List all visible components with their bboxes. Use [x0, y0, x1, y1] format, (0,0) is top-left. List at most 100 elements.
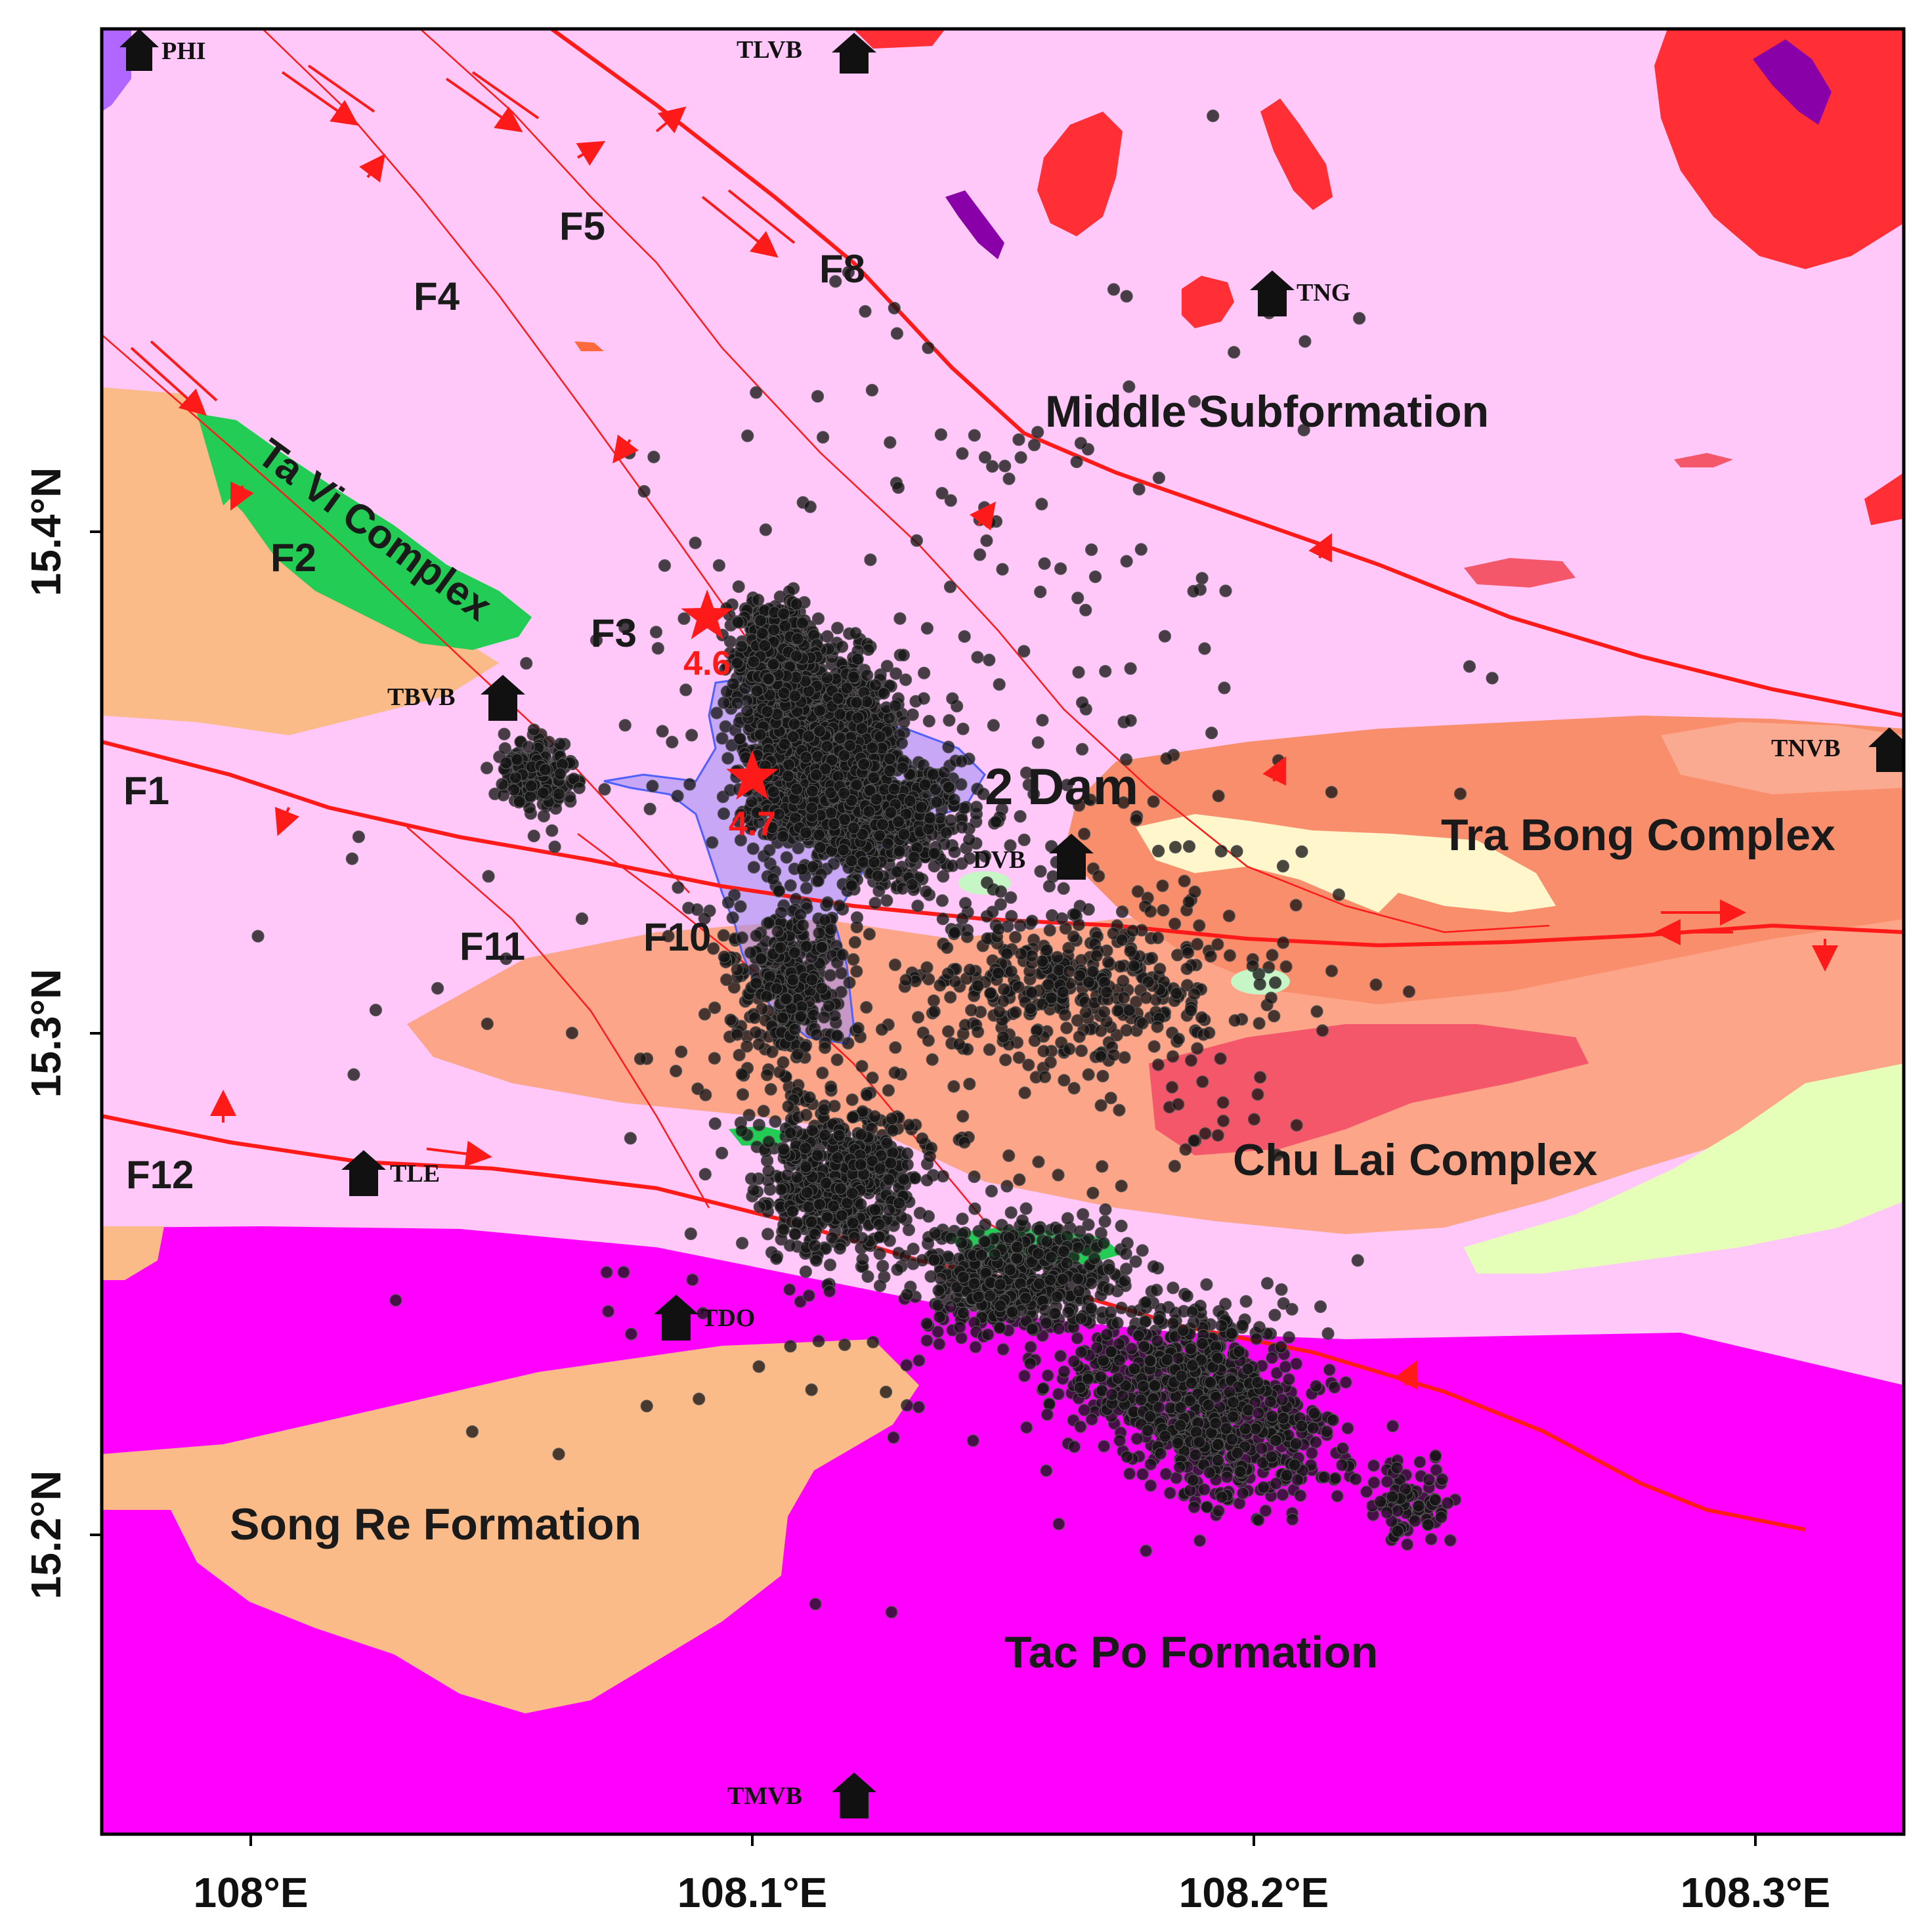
earthquake-event: [794, 1010, 807, 1023]
earthquake-event: [868, 1110, 882, 1123]
earthquake-event: [721, 752, 735, 765]
earthquake-event: [1102, 1283, 1115, 1296]
earthquake-event: [825, 806, 838, 819]
earthquake-event: [1234, 1465, 1247, 1478]
earthquake-event: [1268, 1308, 1281, 1321]
earthquake-event: [1184, 1342, 1197, 1356]
earthquake-event: [924, 1270, 937, 1283]
earthquake-event: [955, 1236, 968, 1249]
earthquake-event: [907, 851, 921, 864]
earthquake-event: [1134, 1393, 1148, 1406]
earthquake-event: [955, 1331, 968, 1344]
earthquake-event: [762, 1165, 775, 1178]
earthquake-event: [1288, 1458, 1301, 1472]
earthquake-event: [1225, 1327, 1238, 1340]
earthquake-event: [873, 1279, 887, 1293]
earthquake-event: [718, 950, 731, 964]
earthquake-event: [884, 1157, 897, 1170]
earthquake-event: [896, 762, 909, 775]
earthquake-event: [1215, 1490, 1228, 1504]
earthquake-event: [546, 824, 559, 837]
earthquake-event: [522, 741, 535, 754]
earthquake-event: [1305, 1446, 1318, 1459]
earthquake-event: [828, 1100, 841, 1113]
earthquake-event: [1175, 1369, 1188, 1383]
earthquake-event: [780, 851, 793, 864]
earthquake-event: [833, 1241, 847, 1255]
earthquake-event: [1104, 1306, 1117, 1319]
earthquake-event: [788, 1023, 802, 1036]
earthquake-event: [1054, 1350, 1067, 1363]
earthquake-event: [731, 963, 744, 976]
earthquake-event: [1256, 1480, 1270, 1494]
earthquake-event: [717, 807, 731, 821]
earthquake-event: [1209, 1417, 1222, 1430]
earthquake-event: [794, 908, 807, 921]
seismicity-events: [251, 109, 1499, 1619]
granite-body: [1260, 98, 1333, 210]
earthquake-event: [731, 616, 744, 629]
earthquake-event: [946, 859, 959, 872]
earthquake-event: [1310, 1379, 1323, 1393]
earthquake-event: [817, 1010, 830, 1024]
earthquake-event: [1220, 1422, 1233, 1435]
earthquake-event: [716, 732, 729, 745]
earthquake-event: [1024, 1341, 1037, 1354]
earthquake-event: [1276, 1488, 1289, 1501]
earthquake-event: [955, 778, 968, 791]
earthquake-event: [928, 1226, 941, 1240]
earthquake-event: [1277, 1297, 1290, 1310]
fault-f3: [102, 334, 690, 893]
earthquake-event: [936, 912, 949, 926]
earthquake-event: [813, 725, 826, 738]
earthquake-event: [803, 1091, 816, 1104]
earthquake-event: [1057, 1245, 1071, 1258]
earthquake-event: [1339, 1376, 1352, 1389]
earthquake-event: [1056, 1273, 1069, 1286]
earthquake-event: [1239, 1295, 1253, 1308]
earthquake-event: [796, 863, 809, 876]
earthquake-event: [955, 821, 969, 834]
earthquake-event: [1200, 1278, 1213, 1291]
earthquake-event: [775, 1183, 788, 1196]
earthquake-event: [1081, 1372, 1095, 1385]
earthquake-event: [1250, 1332, 1263, 1346]
earthquake-event: [760, 990, 773, 1003]
earthquake-event: [916, 1254, 929, 1267]
earthquake-event: [945, 1232, 958, 1245]
earthquake-event: [1260, 1277, 1274, 1290]
earthquake-event: [891, 1263, 904, 1276]
earthquake-event: [746, 842, 760, 855]
earthquake-event: [1226, 1410, 1239, 1423]
earthquake-event: [1098, 1214, 1111, 1228]
earthquake-event: [1115, 905, 1129, 918]
earthquake-event: [525, 779, 538, 792]
earthquake-event: [800, 750, 813, 764]
earthquake-event: [791, 1048, 804, 1061]
earthquake-event: [1157, 903, 1170, 917]
earthquake-event: [1161, 1353, 1174, 1366]
earthquake-event: [1186, 1359, 1199, 1372]
earthquake-event: [1193, 1436, 1206, 1449]
earthquake-event: [1041, 1369, 1054, 1382]
earthquake-event: [1251, 1376, 1264, 1389]
earthquake-event: [872, 1230, 886, 1243]
earthquake-event: [1286, 1513, 1299, 1526]
earthquake-event: [1111, 1316, 1124, 1330]
granite-body: [1864, 473, 1904, 525]
earthquake-event: [1018, 1369, 1031, 1383]
earthquake-event: [745, 795, 759, 809]
earthquake-event: [1077, 1404, 1091, 1417]
earthquake-event: [1116, 1390, 1129, 1403]
earthquake-event: [928, 859, 941, 873]
earthquake-event: [790, 783, 804, 796]
earthquake-event: [777, 1223, 790, 1236]
earthquake-event: [877, 687, 890, 700]
earthquake-event: [744, 1172, 758, 1186]
earthquake-event: [872, 884, 886, 897]
earthquake-event: [1039, 1316, 1053, 1330]
earthquake-event: [1226, 1432, 1239, 1446]
earthquake-event: [1280, 1469, 1293, 1482]
earthquake-event: [1236, 1487, 1249, 1500]
earthquake-event: [1148, 1379, 1161, 1392]
